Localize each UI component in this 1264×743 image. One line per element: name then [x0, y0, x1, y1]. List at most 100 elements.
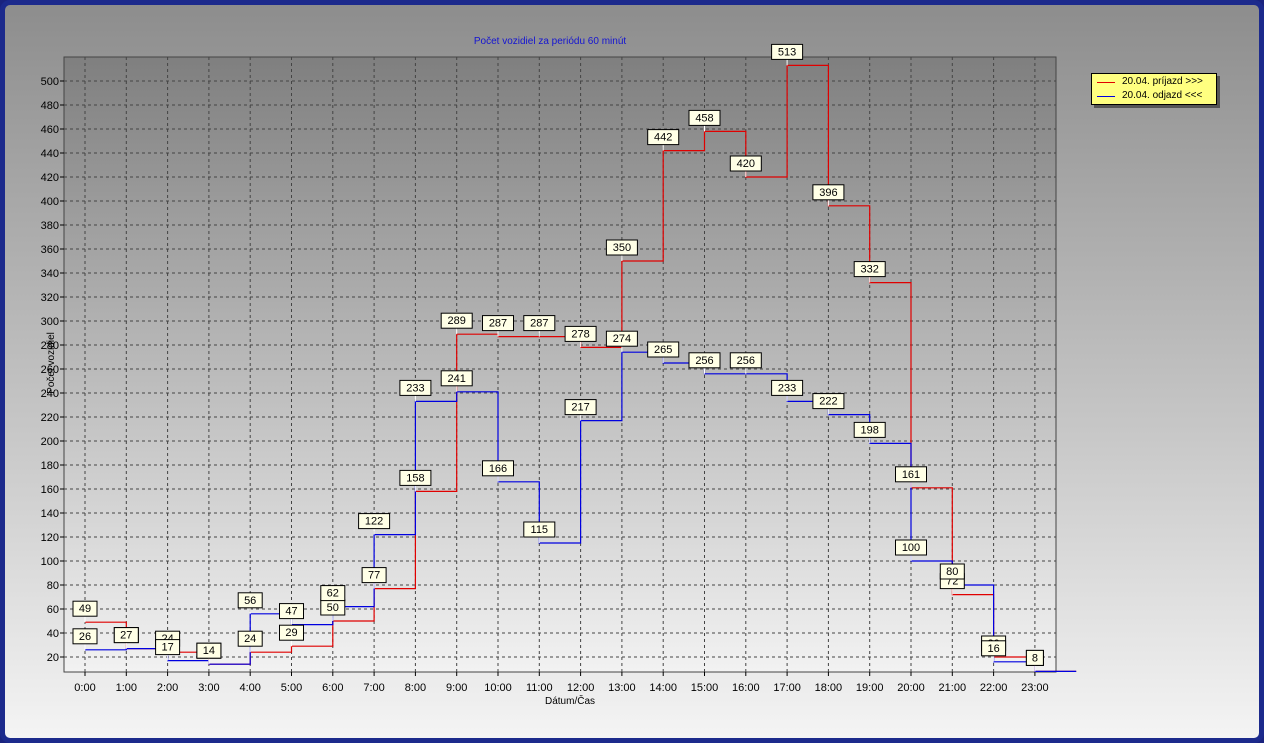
legend: 20.04. príjazd >>> 20.04. odjazd <<< [1091, 73, 1217, 105]
x-tick-label: 5:00 [281, 682, 302, 694]
data-label: 256 [729, 352, 762, 374]
y-axis-title: Počet vozidiel [46, 332, 57, 394]
data-label-box [812, 184, 845, 201]
data-label: 287 [482, 315, 514, 337]
data-label-text: 62 [327, 588, 339, 600]
data-label: 56 [237, 592, 263, 614]
data-label-box [605, 330, 638, 347]
data-label-text: 278 [571, 328, 589, 340]
data-label-text: 122 [365, 516, 383, 528]
data-label-box [279, 603, 304, 620]
data-label-box [196, 642, 222, 659]
data-label-box [981, 640, 1007, 657]
x-tick-label: 4:00 [239, 682, 260, 694]
legend-item-departure: 20.04. odjazd <<< [1092, 89, 1216, 103]
data-label-box [647, 341, 680, 358]
data-label: 122 [358, 513, 391, 535]
data-label-box [771, 43, 804, 60]
data-label: 115 [523, 521, 556, 543]
y-tick-label: 480 [41, 100, 59, 112]
data-label-box [399, 379, 432, 396]
data-label-box [729, 352, 762, 369]
data-label-box [320, 585, 346, 602]
data-label-text: 332 [861, 264, 879, 276]
data-label: 16 [981, 640, 1007, 662]
data-label: 442 [647, 129, 680, 151]
data-label-box [523, 521, 556, 538]
data-label-box [895, 466, 927, 483]
y-tick-label: 160 [41, 484, 59, 496]
y-tick-label: 220 [41, 412, 59, 424]
y-tick-label: 380 [41, 220, 59, 232]
data-label-text: 396 [819, 187, 837, 199]
data-label-box [688, 352, 721, 369]
data-label-text: 350 [613, 242, 631, 254]
y-tick-label: 320 [41, 292, 59, 304]
data-label: 29 [279, 624, 304, 647]
data-label-text: 80 [946, 566, 958, 578]
data-label: 47 [279, 603, 304, 625]
x-tick-label: 1:00 [116, 682, 137, 694]
data-label: 166 [482, 460, 514, 482]
data-label-box [939, 563, 965, 580]
y-tick-label: 180 [41, 460, 59, 472]
data-label-text: 100 [902, 542, 920, 554]
data-label-box [605, 239, 638, 256]
x-tick-label: 0:00 [74, 682, 95, 694]
data-label-text: 115 [531, 524, 549, 536]
data-label-text: 158 [406, 472, 424, 484]
data-label: 198 [853, 421, 886, 444]
data-label: 62 [320, 585, 346, 607]
data-label-text: 77 [368, 570, 380, 582]
y-tick-label: 40 [47, 628, 59, 640]
data-label-text: 241 [448, 373, 466, 385]
data-label: 278 [564, 325, 597, 348]
data-label-box [440, 370, 473, 387]
data-label: 14 [196, 642, 222, 665]
x-tick-label: 3:00 [198, 682, 219, 694]
y-tick-label: 400 [41, 196, 59, 208]
data-label-text: 222 [819, 396, 837, 408]
data-label-text: 256 [737, 355, 755, 367]
data-label-text: 198 [861, 424, 879, 436]
data-label: 396 [812, 184, 845, 206]
data-label: 222 [812, 393, 845, 415]
data-label: 27 [113, 627, 139, 649]
data-label-box [564, 325, 597, 342]
data-label-box [72, 600, 98, 617]
data-label-text: 14 [203, 645, 215, 657]
data-label-box [361, 567, 387, 584]
x-tick-label: 6:00 [322, 682, 343, 694]
axes: 20 40 60 80 100 120 140 160 180 200 220 240 260 280 30… [41, 76, 1049, 694]
data-label-text: 287 [530, 318, 548, 330]
data-label-box [482, 315, 514, 332]
data-label: 332 [853, 261, 886, 283]
legend-swatch-arrival [1097, 82, 1115, 83]
data-label-text: 256 [695, 355, 713, 367]
x-tick-label: 8:00 [405, 682, 426, 694]
data-label-box [440, 312, 473, 329]
legend-swatch-departure [1097, 96, 1115, 97]
data-label: 274 [605, 330, 638, 353]
data-label-text: 233 [778, 382, 796, 394]
data-label-text: 265 [654, 344, 672, 356]
data-label-text: 26 [79, 631, 91, 643]
data-label-box [729, 155, 762, 172]
data-label-text: 50 [327, 602, 339, 614]
y-tick-label: 260 [41, 364, 59, 376]
x-tick-label: 22:00 [980, 682, 1008, 694]
data-label-text: 49 [79, 603, 91, 615]
data-label: 350 [605, 239, 638, 261]
data-label-text: 24 [244, 633, 256, 645]
y-tick-label: 240 [41, 388, 59, 400]
x-tick-label: 14:00 [649, 682, 677, 694]
data-label-text: 8 [1032, 652, 1038, 664]
x-tick-label: 7:00 [363, 682, 384, 694]
data-label: 217 [564, 399, 597, 421]
data-label: 265 [647, 341, 680, 363]
data-label: 458 [688, 109, 721, 132]
data-label-box [647, 129, 680, 146]
data-label-box [564, 399, 597, 416]
y-tick-label: 200 [41, 436, 59, 448]
